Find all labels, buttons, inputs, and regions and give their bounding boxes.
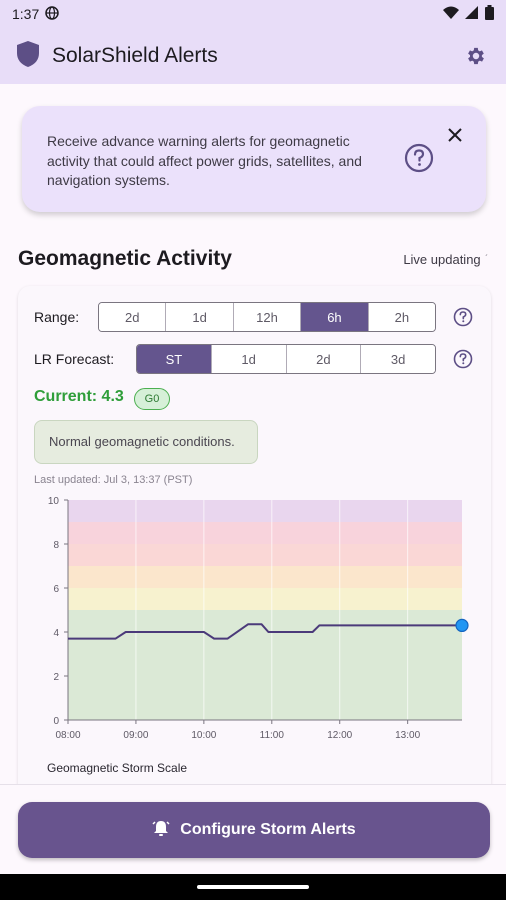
y-tick-label: 0 <box>53 716 59 727</box>
storm-band-0 <box>68 610 462 720</box>
storm-band-4 <box>68 522 462 544</box>
status-badge: G0 <box>134 388 170 410</box>
live-label: Live updating <box>403 251 481 267</box>
gear-icon[interactable] <box>462 42 490 70</box>
condition-chip: Normal geomagnetic conditions. <box>34 420 258 464</box>
forecast-option-1d[interactable]: 1d <box>211 345 287 373</box>
forecast-option-3d[interactable]: 3d <box>361 345 435 373</box>
status-time: 1:37 <box>12 6 40 22</box>
y-tick-label: 8 <box>53 540 59 551</box>
shield-icon <box>16 40 40 73</box>
section-header: Geomagnetic Activity Live updating ˊ <box>18 244 488 274</box>
last-updated: Last updated: Jul 3, 13:37 (PST) <box>34 474 193 486</box>
status-bar: 1:37 <box>0 0 506 28</box>
range-option-2d[interactable]: 2d <box>99 303 167 331</box>
storm-band-5 <box>68 500 462 522</box>
range-help-icon[interactable] <box>453 307 473 327</box>
home-handle[interactable] <box>197 885 309 889</box>
series-line-0 <box>68 623 462 640</box>
y-tick-label: 4 <box>53 628 59 639</box>
help-circle-icon[interactable] <box>404 143 434 173</box>
battery-icon <box>485 5 494 23</box>
app-title: SolarShield Alerts <box>52 44 218 67</box>
configure-alerts-label: Configure Storm Alerts <box>180 821 356 838</box>
x-tick-label: 11:00 <box>260 730 285 741</box>
forecast-selector[interactable]: ST 1d 2d 3d <box>136 344 436 374</box>
x-tick-label: 12:00 <box>327 730 352 741</box>
storm-scale-label: Geomagnetic Storm Scale <box>47 761 188 775</box>
forecast-option-2d[interactable]: 2d <box>286 345 362 373</box>
x-tick-label: 09:00 <box>123 730 148 741</box>
configure-alerts-button[interactable]: Configure Storm Alerts <box>18 802 490 858</box>
x-tick-label: 08:00 <box>55 730 80 741</box>
vpn-icon <box>45 5 59 23</box>
x-tick-label: 13:00 <box>395 730 420 741</box>
current-value: Current: 4.3 <box>34 388 124 405</box>
activity-chart: 0 2 4 6 8 10 08:00 09:00 10:00 11:00 12:00 13:00 <box>48 496 469 741</box>
range-option-2h[interactable]: 2h <box>368 303 435 331</box>
system-nav-bar <box>0 874 506 900</box>
forecast-help-icon[interactable] <box>453 349 473 369</box>
close-icon[interactable] <box>446 126 464 144</box>
range-option-1d[interactable]: 1d <box>166 303 234 331</box>
storm-band-3 <box>68 544 462 566</box>
activity-card: Range: 2d 1d 12h 6h 2h LR Forecast: ST 1d 2d 3d… <box>18 286 491 784</box>
forecast-label: LR Forecast: <box>34 351 115 367</box>
y-tick-label: 2 <box>53 672 59 683</box>
signal-icon <box>465 5 479 23</box>
info-banner: Receive advance warning alerts for geoma… <box>22 106 486 212</box>
alarm-bell-icon <box>152 819 170 842</box>
bottom-action-area: Configure Storm Alerts <box>0 784 506 874</box>
current-point-marker <box>455 618 469 632</box>
range-label: Range: <box>34 309 80 325</box>
banner-text: Receive advance warning alerts for geoma… <box>47 133 362 188</box>
storm-band-2 <box>68 566 462 588</box>
storm-band-1 <box>68 588 462 610</box>
y-tick-label: 6 <box>53 584 59 595</box>
wifi-icon <box>443 6 459 23</box>
forecast-option-ST[interactable]: ST <box>137 345 212 373</box>
live-status: Live updating ˊ <box>403 252 488 267</box>
range-option-12h[interactable]: 12h <box>233 303 302 331</box>
section-title: Geomagnetic Activity <box>18 247 232 270</box>
main-content[interactable]: Receive advance warning alerts for geoma… <box>0 84 506 784</box>
x-tick-label: 10:00 <box>191 730 216 741</box>
range-selector[interactable]: 2d 1d 12h 6h 2h <box>98 302 436 332</box>
range-option-6h[interactable]: 6h <box>301 303 369 331</box>
y-tick-label: 10 <box>48 496 60 507</box>
app-bar: SolarShield Alerts <box>0 28 506 84</box>
live-indicator-icon: ˊ <box>484 253 488 265</box>
